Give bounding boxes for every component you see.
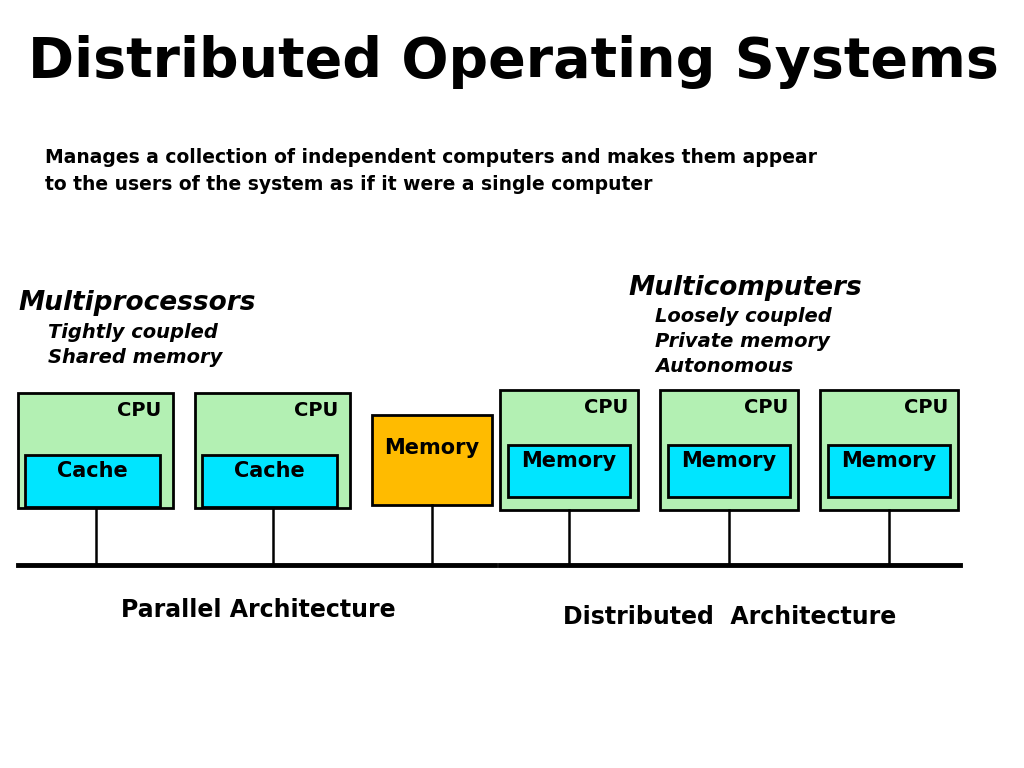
Bar bbox=[820, 390, 958, 510]
Text: Distributed Operating Systems: Distributed Operating Systems bbox=[28, 35, 998, 89]
Text: Shared memory: Shared memory bbox=[48, 348, 222, 367]
Bar bbox=[25, 455, 160, 507]
Bar bbox=[372, 415, 492, 505]
Bar bbox=[202, 455, 337, 507]
Text: Memory: Memory bbox=[521, 451, 616, 471]
Text: Tightly coupled: Tightly coupled bbox=[48, 323, 218, 342]
Bar bbox=[18, 393, 173, 508]
Bar bbox=[195, 393, 350, 508]
Bar bbox=[508, 445, 630, 497]
Text: Memory: Memory bbox=[384, 438, 479, 458]
Text: Loosely coupled: Loosely coupled bbox=[655, 307, 831, 326]
Text: CPU: CPU bbox=[904, 398, 948, 417]
Text: Autonomous: Autonomous bbox=[655, 357, 794, 376]
Text: Memory: Memory bbox=[681, 451, 776, 471]
Text: Multiprocessors: Multiprocessors bbox=[18, 290, 256, 316]
Bar bbox=[828, 445, 950, 497]
Bar bbox=[668, 445, 790, 497]
Text: Memory: Memory bbox=[842, 451, 937, 471]
Text: Manages a collection of independent computers and makes them appear: Manages a collection of independent comp… bbox=[45, 148, 817, 167]
Text: Private memory: Private memory bbox=[655, 332, 829, 351]
Text: to the users of the system as if it were a single computer: to the users of the system as if it were… bbox=[45, 175, 652, 194]
Text: Multicomputers: Multicomputers bbox=[628, 275, 862, 301]
Bar bbox=[660, 390, 798, 510]
Bar bbox=[500, 390, 638, 510]
Text: Distributed  Architecture: Distributed Architecture bbox=[563, 605, 897, 629]
Text: CPU: CPU bbox=[117, 401, 161, 420]
Text: CPU: CPU bbox=[294, 401, 338, 420]
Text: CPU: CPU bbox=[743, 398, 788, 417]
Text: CPU: CPU bbox=[584, 398, 628, 417]
Text: Cache: Cache bbox=[234, 461, 305, 481]
Text: Cache: Cache bbox=[57, 461, 128, 481]
Text: Parallel Architecture: Parallel Architecture bbox=[121, 598, 395, 622]
